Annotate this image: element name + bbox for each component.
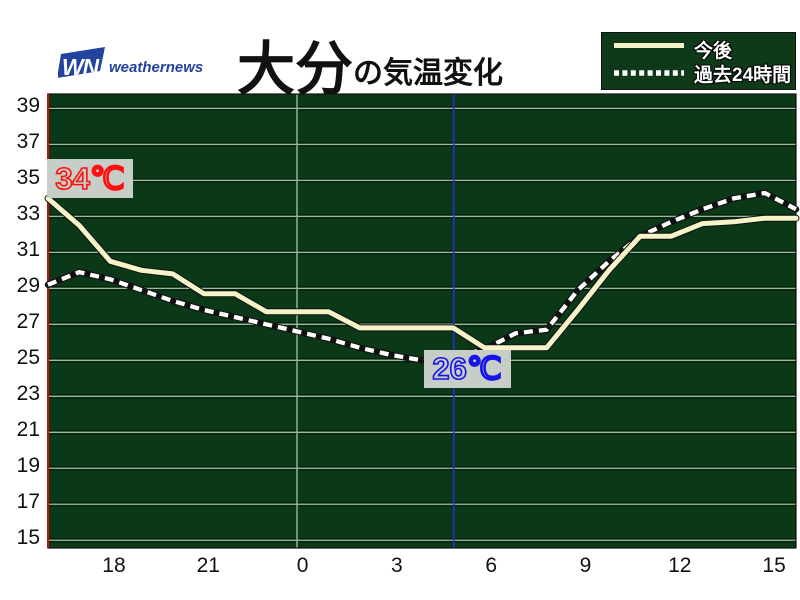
- svg-text:34℃: 34℃: [55, 161, 124, 196]
- svg-text:26℃: 26℃: [432, 351, 501, 386]
